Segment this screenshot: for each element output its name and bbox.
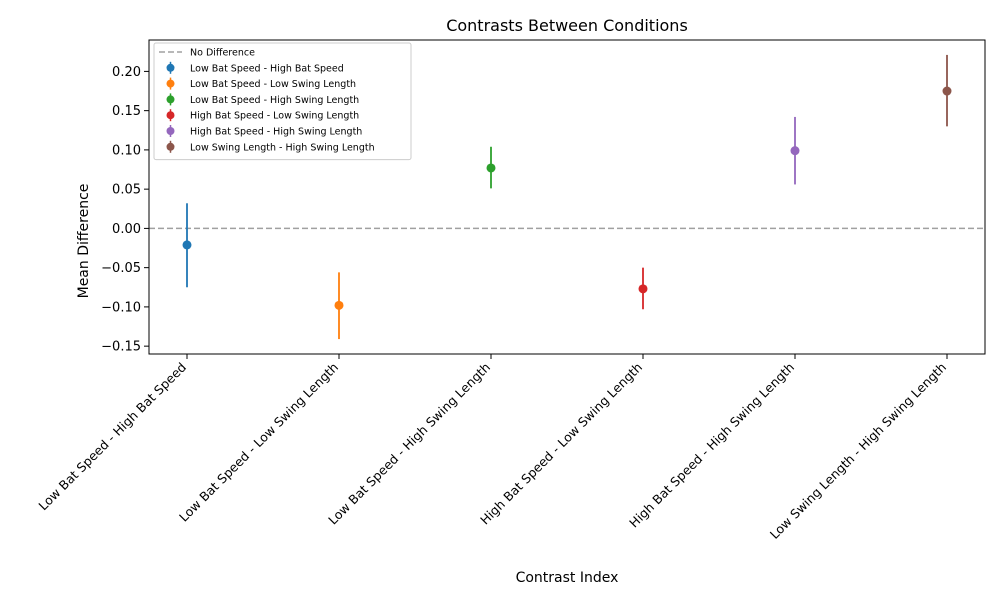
y-tick-label: 0.00 [112,222,141,237]
chart-title: Contrasts Between Conditions [446,16,688,35]
y-tick-label: −0.15 [101,340,141,355]
data-point [182,240,192,250]
x-tick-label: Low Bat Speed - High Swing Length [325,360,493,528]
y-tick-label: 0.20 [112,65,141,80]
legend-marker [166,63,175,72]
legend-box [153,42,412,161]
axes-frame [148,39,986,355]
legend: No Difference Low Bat Speed - High Bat Sp… [153,42,412,161]
x-tick-label: Low Bat Speed - Low Swing Length [176,360,341,525]
legend-label: Low Bat Speed - High Bat Speed [190,63,344,74]
legend-marker [166,111,175,120]
x-tick-label: High Bat Speed - High Swing Length [626,360,797,531]
x-tick-label: Low Swing Length - High Swing Length [767,360,949,542]
legend-label: High Bat Speed - Low Swing Length [190,111,359,122]
data-point [486,163,496,173]
legend-marker [166,142,175,151]
y-tick-label: 0.05 [112,183,141,198]
y-tick-label: −0.05 [101,261,141,276]
y-tick-label: −0.10 [101,300,141,315]
legend-label: High Bat Speed - High Swing Length [190,127,362,138]
data-point [334,300,344,310]
legend-label: Low Swing Length - High Swing Length [190,142,375,153]
legend-marker [166,95,175,104]
legend-marker [166,127,175,135]
x-tick-label: High Bat Speed - Low Swing Length [477,360,645,528]
legend-label: No Difference [190,48,255,59]
legend-marker [166,79,175,88]
legend-label: Low Bat Speed - High Swing Length [190,95,359,106]
x-tick-label: Low Bat Speed - High Bat Speed [35,360,189,514]
y-axis-label: Mean Difference [76,184,92,299]
data-point [942,86,952,96]
y-tick-label: 0.10 [112,143,141,158]
x-axis-label: Contrast Index [516,570,619,586]
data-point [638,284,648,294]
legend-label: Low Bat Speed - Low Swing Length [190,79,356,90]
y-tick-label: 0.15 [112,104,141,119]
data-point [790,146,800,156]
